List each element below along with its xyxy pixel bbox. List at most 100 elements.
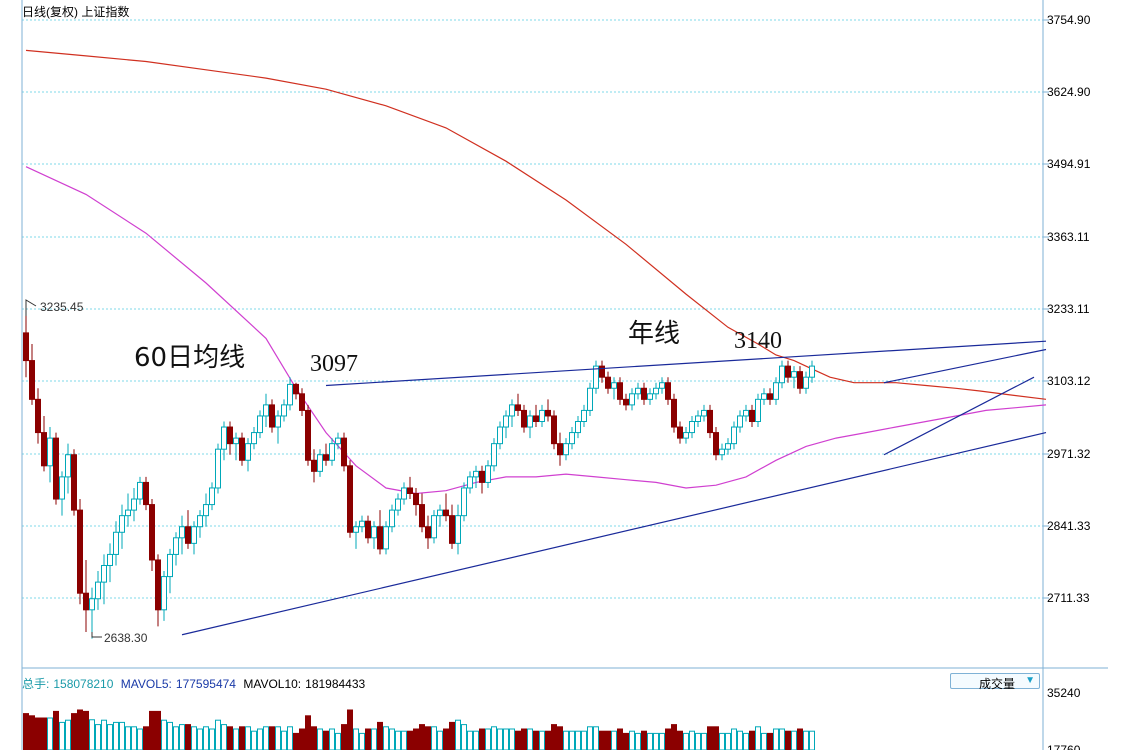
candle-body <box>515 404 521 411</box>
candle-body <box>701 409 707 417</box>
candle-body <box>227 426 233 445</box>
volume-bar <box>641 730 647 750</box>
candlestick-series <box>23 310 815 639</box>
volume-bar <box>305 715 311 750</box>
volume-bar <box>539 730 545 750</box>
candle-body <box>785 365 791 378</box>
volume-info-bar: 总手: 158078210 MAVOL5: 177595474 MAVOL10: 18… <box>22 675 369 692</box>
volume-bar <box>383 726 389 750</box>
volume-bar <box>797 728 803 750</box>
volume-bar <box>137 728 143 750</box>
volume-bar <box>791 730 797 750</box>
candle-body <box>797 371 803 389</box>
price-axis-labels: 3754.90 3624.90 3494.91 3363.11 3233.11 3103.… <box>1047 13 1091 605</box>
volume-bar <box>563 730 569 750</box>
volume-bar <box>803 730 809 750</box>
candle-body <box>725 443 731 450</box>
candle-body <box>89 598 95 611</box>
trendline <box>325 340 1047 387</box>
volume-bar <box>785 730 791 750</box>
volume-bar <box>77 709 83 750</box>
annotation-ma60: 60日均线 <box>134 343 245 373</box>
volume-bar <box>29 715 35 750</box>
volume-bar <box>455 719 461 750</box>
candle-body <box>521 409 527 428</box>
candle-body <box>185 526 191 544</box>
candle-body <box>245 443 251 461</box>
volume-bar <box>581 730 587 750</box>
volume-bar <box>209 728 215 750</box>
volume-bar <box>413 728 419 750</box>
total-volume-label: 总手: <box>22 677 50 691</box>
candle-body <box>695 415 701 422</box>
volume-bar <box>275 726 281 750</box>
candle-body <box>497 426 503 445</box>
volume-bar <box>359 732 365 750</box>
volume-bar <box>377 721 383 750</box>
volume-bar <box>65 719 71 750</box>
volume-bar <box>665 728 671 750</box>
candle-body <box>167 553 173 578</box>
volume-bar <box>509 728 515 750</box>
volume-bar <box>545 730 551 750</box>
volume-bar <box>191 726 197 750</box>
candle-body <box>359 520 365 528</box>
volume-bar <box>749 730 755 750</box>
volume-bar <box>767 732 773 750</box>
candle-body <box>539 409 545 422</box>
volume-bar <box>197 728 203 750</box>
candle-body <box>263 404 269 417</box>
volume-bar <box>485 728 491 750</box>
volume-bar <box>95 724 101 750</box>
candle-body <box>659 382 665 389</box>
candle-body <box>29 360 35 400</box>
price-tick-label: 3363.11 <box>1047 230 1090 244</box>
candle-body <box>275 415 281 428</box>
candle-body <box>335 437 341 445</box>
volume-bar <box>335 732 341 750</box>
trendlines <box>181 340 1047 636</box>
volume-bar <box>131 726 137 750</box>
candle-body <box>767 393 773 400</box>
candle-body <box>605 376 611 389</box>
candle-body <box>311 459 317 472</box>
volume-bar <box>293 732 299 750</box>
volume-bar <box>89 719 95 750</box>
volume-bar <box>671 724 677 750</box>
candle-body <box>671 398 677 428</box>
high-mark-pointer <box>25 299 37 316</box>
volume-bar <box>491 726 497 750</box>
candle-body <box>179 526 185 539</box>
candle-body <box>743 409 749 417</box>
volume-bar <box>695 732 701 750</box>
volume-bar <box>371 728 377 750</box>
volume-bar <box>713 726 719 750</box>
candle-body <box>677 426 683 439</box>
candle-body <box>107 553 113 567</box>
volume-bar <box>557 726 563 750</box>
volume-bar <box>503 728 509 750</box>
indicator-select[interactable]: 成交量 ▼ <box>950 673 1040 691</box>
volume-bar <box>809 730 815 750</box>
candle-body <box>665 382 671 400</box>
candle-body <box>293 383 299 395</box>
candle-body <box>575 420 581 434</box>
candle-body <box>623 398 629 406</box>
volume-bar <box>587 726 593 750</box>
volume-bar <box>647 732 653 750</box>
volume-bar <box>341 724 347 750</box>
candle-body <box>581 409 587 422</box>
volume-bar <box>437 730 443 750</box>
candle-body <box>791 371 797 378</box>
volume-bar <box>227 726 233 750</box>
volume-bar <box>221 724 227 750</box>
volume-axis-label: 35240 <box>1047 686 1081 700</box>
candle-body <box>587 387 593 411</box>
candle-body <box>173 537 179 555</box>
volume-bar <box>269 726 275 750</box>
mavol5-value: 177595474 <box>175 677 236 691</box>
volume-bar <box>629 730 635 750</box>
volume-bar <box>425 726 431 750</box>
candle-body <box>641 387 647 400</box>
candle-body <box>305 409 311 461</box>
